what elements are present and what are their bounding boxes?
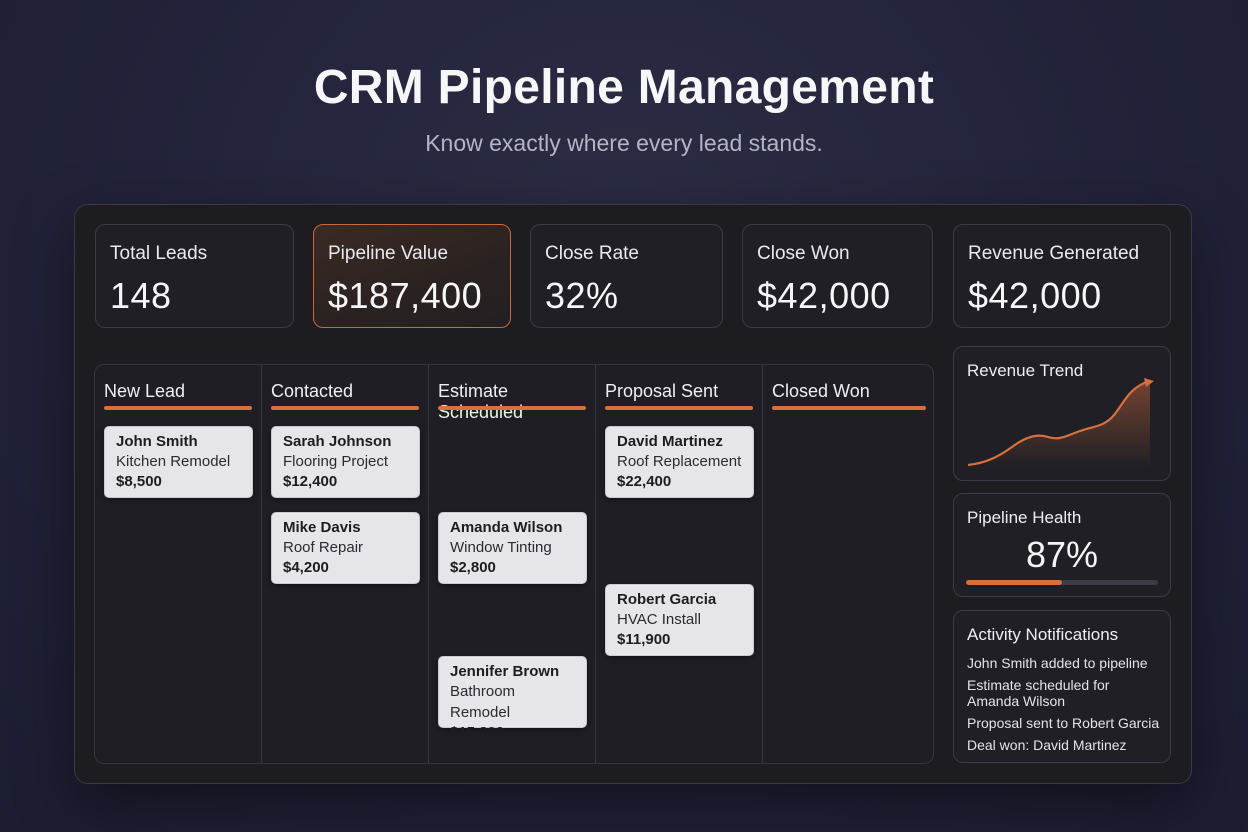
column-divider [438,406,586,410]
activity-item[interactable]: Estimate scheduled for Amanda Wilson [967,677,1110,709]
column-divider [605,406,753,410]
activity-list: John Smith added to pipeline Estimate sc… [967,655,1162,759]
lead-project: Window Tinting [450,539,552,556]
column-divider [104,406,252,410]
lead-name: David Martinez [617,433,723,450]
pipeline-health-bar [966,580,1158,585]
lead-name: Mike Davis [283,519,361,536]
activity-item[interactable]: John Smith added to pipeline [967,655,1148,671]
lead-card[interactable]: Sarah Johnson Flooring Project $12,400 [271,426,420,498]
lead-amount: $8,500 [116,473,162,490]
kpi-label: Close Won [757,243,850,264]
lead-card[interactable]: Robert Garcia HVAC Install $11,900 [605,584,754,656]
kpi-value: $42,000 [968,275,1102,316]
kpi-label: Total Leads [110,243,208,264]
lead-name: Sarah Johnson [283,433,392,450]
lead-amount: $12,400 [283,473,338,490]
lead-amount: $4,200 [283,559,329,576]
kpi-total-leads[interactable]: Total Leads 148 [95,224,294,328]
lead-amount: $2,800 [450,559,496,576]
kpi-label: Pipeline Value [328,243,449,264]
column-title: Proposal Sent [605,381,719,401]
kpi-pipeline-value[interactable]: Pipeline Value $187,400 [313,224,511,328]
pipeline-health-card[interactable]: Pipeline Health 87% [953,493,1171,597]
column-new-lead: New Lead John Smith Kitchen Remodel $8,5… [95,365,262,763]
pipeline-health-bar-fill [966,580,1062,585]
kpi-revenue-generated[interactable]: Revenue Generated $42,000 [953,224,1171,328]
lead-card[interactable]: David Martinez Roof Replacement $22,400 [605,426,754,498]
kpi-label: Revenue Generated [968,243,1140,264]
column-estimate-scheduled: Estimate Scheduled Amanda Wilson Window … [429,365,596,763]
lead-project: Bathroom Remodel [450,683,516,721]
lead-project: HVAC Install [617,611,701,628]
trend-line [967,379,1151,467]
lead-card[interactable]: Mike Davis Roof Repair $4,200 [271,512,420,584]
kpi-value: $187,400 [328,275,483,316]
pipeline-health-value: 87% [1025,534,1099,575]
kpi-close-won[interactable]: Close Won $42,000 [742,224,933,328]
lead-name: Robert Garcia [617,591,717,608]
column-title: Closed Won [772,381,870,401]
kpi-value: 32% [545,275,619,316]
activity-notifications-card[interactable]: Activity Notifications John Smith added … [953,610,1171,763]
lead-project: Kitchen Remodel [116,453,231,470]
revenue-trend-sparkline [967,378,1154,469]
page-subtitle: Know exactly where every lead stands. [425,130,823,156]
column-title: Contacted [271,381,354,401]
lead-project: Flooring Project [283,453,389,470]
lead-project: Roof Repair [283,539,364,556]
lead-amount: $15,300 [450,724,505,741]
column-divider [772,406,926,410]
lead-card[interactable]: Jennifer Brown Bathroom Remodel $15,300 [438,656,587,741]
column-contacted: Contacted Sarah Johnson Flooring Project… [262,365,429,763]
revenue-trend-card[interactable]: Revenue Trend [953,346,1171,481]
column-closed-won: Closed Won [763,365,933,763]
page-title: CRM Pipeline Management [313,61,935,114]
lead-name: Jennifer Brown [450,663,560,680]
kpi-label: Close Rate [545,243,639,264]
lead-amount: $11,900 [617,631,671,648]
pipeline-board: New Lead John Smith Kitchen Remodel $8,5… [94,364,934,764]
column-proposal-sent: Proposal Sent David Martinez Roof Replac… [596,365,763,763]
trend-area [968,381,1150,469]
pipeline-health-title: Pipeline Health [967,508,1082,527]
kpi-close-rate[interactable]: Close Rate 32% [530,224,723,328]
lead-name: Amanda Wilson [450,519,563,536]
column-title: New Lead [104,381,186,401]
kpi-value: 148 [110,275,172,316]
column-title: Estimate Scheduled [438,381,524,422]
lead-card[interactable]: Amanda Wilson Window Tinting $2,800 [438,512,587,584]
kpi-value: $42,000 [757,275,891,316]
activity-item[interactable]: Proposal sent to Robert Garcia [967,715,1160,731]
lead-card[interactable]: John Smith Kitchen Remodel $8,500 [104,426,253,498]
lead-amount: $22,400 [617,473,672,490]
revenue-trend-title: Revenue Trend [967,361,1084,380]
lead-project: Roof Replacement [617,453,742,470]
activity-item[interactable]: Deal won: David Martinez [967,737,1127,753]
column-divider [271,406,419,410]
activity-title: Activity Notifications [967,625,1119,644]
lead-name: John Smith [116,433,198,450]
trend-arrow-icon [1144,378,1154,387]
